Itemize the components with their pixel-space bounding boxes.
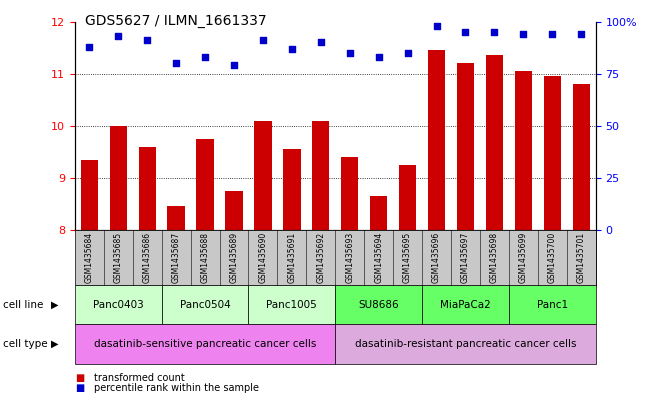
Text: percentile rank within the sample: percentile rank within the sample xyxy=(94,383,259,393)
Bar xyxy=(225,191,243,230)
Text: GSM1435694: GSM1435694 xyxy=(374,232,383,283)
Text: GSM1435695: GSM1435695 xyxy=(403,232,412,283)
Text: MiaPaCa2: MiaPaCa2 xyxy=(440,299,491,310)
Text: cell line: cell line xyxy=(3,299,44,310)
Point xyxy=(576,31,587,37)
Text: ■: ■ xyxy=(75,383,84,393)
Text: SU8686: SU8686 xyxy=(358,299,399,310)
Text: GSM1435686: GSM1435686 xyxy=(143,232,152,283)
Text: GSM1435692: GSM1435692 xyxy=(316,232,326,283)
Point xyxy=(258,37,268,44)
Text: GSM1435698: GSM1435698 xyxy=(490,232,499,283)
Point xyxy=(229,62,239,68)
Point xyxy=(402,50,413,56)
Text: GDS5627 / ILMN_1661337: GDS5627 / ILMN_1661337 xyxy=(85,14,266,28)
Bar xyxy=(515,71,532,230)
Bar xyxy=(370,196,387,230)
Bar xyxy=(197,139,214,230)
Text: Panc0504: Panc0504 xyxy=(180,299,230,310)
Bar xyxy=(167,206,185,230)
Text: ▶: ▶ xyxy=(51,339,59,349)
Point xyxy=(344,50,355,56)
Text: cell type: cell type xyxy=(3,339,48,349)
Point xyxy=(84,44,94,50)
Bar xyxy=(572,84,590,230)
Text: dasatinib-sensitive pancreatic cancer cells: dasatinib-sensitive pancreatic cancer ce… xyxy=(94,339,316,349)
Text: Panc1005: Panc1005 xyxy=(266,299,317,310)
Text: GSM1435693: GSM1435693 xyxy=(345,232,354,283)
Text: GSM1435690: GSM1435690 xyxy=(258,232,268,283)
Text: GSM1435691: GSM1435691 xyxy=(287,232,296,283)
Bar xyxy=(283,149,301,230)
Point xyxy=(518,31,529,37)
Bar xyxy=(544,76,561,230)
Bar xyxy=(255,121,271,230)
Bar xyxy=(341,157,359,230)
Text: GSM1435684: GSM1435684 xyxy=(85,232,94,283)
Bar xyxy=(109,126,127,230)
Point xyxy=(286,46,297,52)
Point xyxy=(432,23,442,29)
Text: GSM1435701: GSM1435701 xyxy=(577,232,586,283)
Point xyxy=(316,39,326,46)
Text: GSM1435696: GSM1435696 xyxy=(432,232,441,283)
Point xyxy=(171,60,182,66)
Text: Panc0403: Panc0403 xyxy=(93,299,144,310)
Bar xyxy=(457,63,474,230)
Text: GSM1435697: GSM1435697 xyxy=(461,232,470,283)
Point xyxy=(460,29,471,35)
Text: transformed count: transformed count xyxy=(94,373,185,383)
Text: GSM1435689: GSM1435689 xyxy=(230,232,238,283)
Text: GSM1435685: GSM1435685 xyxy=(114,232,123,283)
Point xyxy=(200,54,210,60)
Text: GSM1435699: GSM1435699 xyxy=(519,232,528,283)
Text: GSM1435687: GSM1435687 xyxy=(172,232,180,283)
Text: GSM1435688: GSM1435688 xyxy=(201,232,210,283)
Text: ■: ■ xyxy=(75,373,84,383)
Point xyxy=(374,54,384,60)
Bar xyxy=(81,160,98,230)
Bar xyxy=(428,50,445,230)
Text: Panc1: Panc1 xyxy=(536,299,568,310)
Point xyxy=(489,29,499,35)
Text: ▶: ▶ xyxy=(51,299,59,310)
Text: dasatinib-resistant pancreatic cancer cells: dasatinib-resistant pancreatic cancer ce… xyxy=(355,339,576,349)
Text: GSM1435700: GSM1435700 xyxy=(547,232,557,283)
Point xyxy=(142,37,152,44)
Bar xyxy=(399,165,416,230)
Bar xyxy=(486,55,503,230)
Bar xyxy=(312,121,329,230)
Bar xyxy=(139,147,156,230)
Point xyxy=(547,31,557,37)
Point xyxy=(113,33,124,39)
